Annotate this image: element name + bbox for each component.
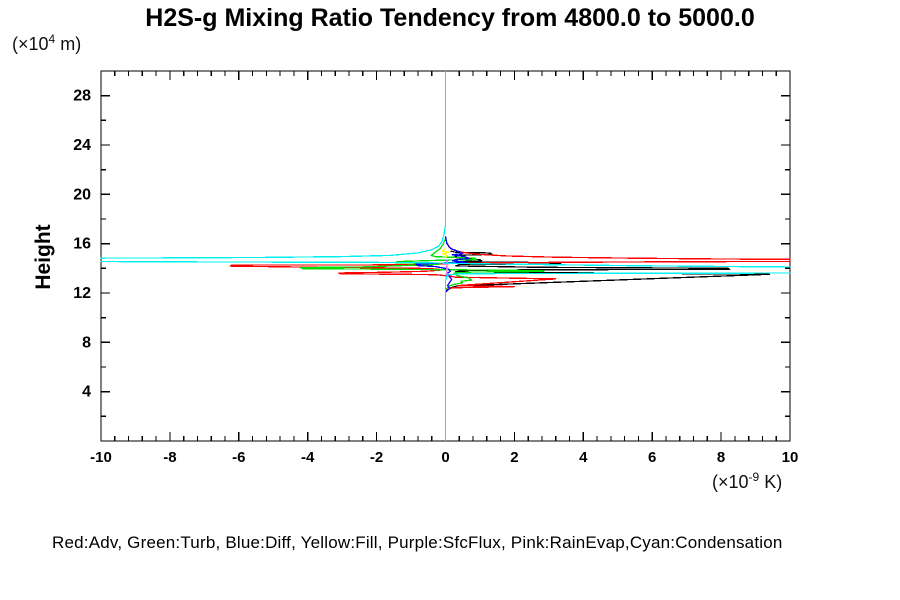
x-tick-label: -10 — [90, 449, 112, 466]
x-tick-label: 2 — [510, 449, 518, 466]
x-unit-prefix: (×10 — [712, 472, 749, 492]
y-tick-label: 24 — [73, 137, 91, 154]
y-unit-suffix: m) — [55, 34, 82, 54]
chart-title: H2S-g Mixing Ratio Tendency from 4800.0 … — [145, 4, 755, 32]
series-turb — [300, 238, 545, 290]
x-unit-suffix: K) — [759, 472, 783, 492]
y-tick-label: 8 — [82, 334, 91, 351]
x-tick-label: -8 — [163, 449, 176, 466]
y-axis-unit-label: (×104 m) — [12, 32, 81, 55]
series-condensation — [100, 71, 791, 441]
y-tick-label: 28 — [73, 88, 91, 105]
axis-ticks — [100, 70, 791, 441]
series-diff — [415, 236, 471, 293]
y-tick-label: 16 — [73, 236, 91, 253]
y-unit-exponent: 4 — [48, 32, 56, 46]
series-adv — [229, 243, 791, 292]
x-tick-labels: -10 -8 -6 -4 -2 0 2 4 6 8 10 — [90, 449, 798, 466]
y-tick-label: 4 — [82, 384, 91, 401]
y-tick-labels: 4 8 12 16 20 24 28 — [73, 88, 91, 401]
series-fill — [441, 248, 450, 258]
series-lines — [100, 71, 791, 441]
x-tick-label: 6 — [648, 449, 656, 466]
y-tick-label: 12 — [73, 285, 91, 302]
x-tick-label: -4 — [301, 449, 315, 466]
x-tick-label: 10 — [782, 449, 799, 466]
y-tick-label: 20 — [73, 186, 91, 203]
x-tick-label: 0 — [441, 449, 449, 466]
x-axis-unit-label: (×10-9 K) — [712, 470, 782, 493]
x-tick-label: 4 — [579, 449, 588, 466]
x-tick-label: -6 — [232, 449, 245, 466]
legend-text-line: Red:Adv, Green:Turb, Blue:Diff, Yellow:F… — [52, 533, 783, 552]
y-unit-prefix: (×10 — [12, 34, 49, 54]
x-unit-exponent: -9 — [748, 470, 760, 484]
x-tick-label: -2 — [370, 449, 383, 466]
x-tick-label: 8 — [717, 449, 725, 466]
